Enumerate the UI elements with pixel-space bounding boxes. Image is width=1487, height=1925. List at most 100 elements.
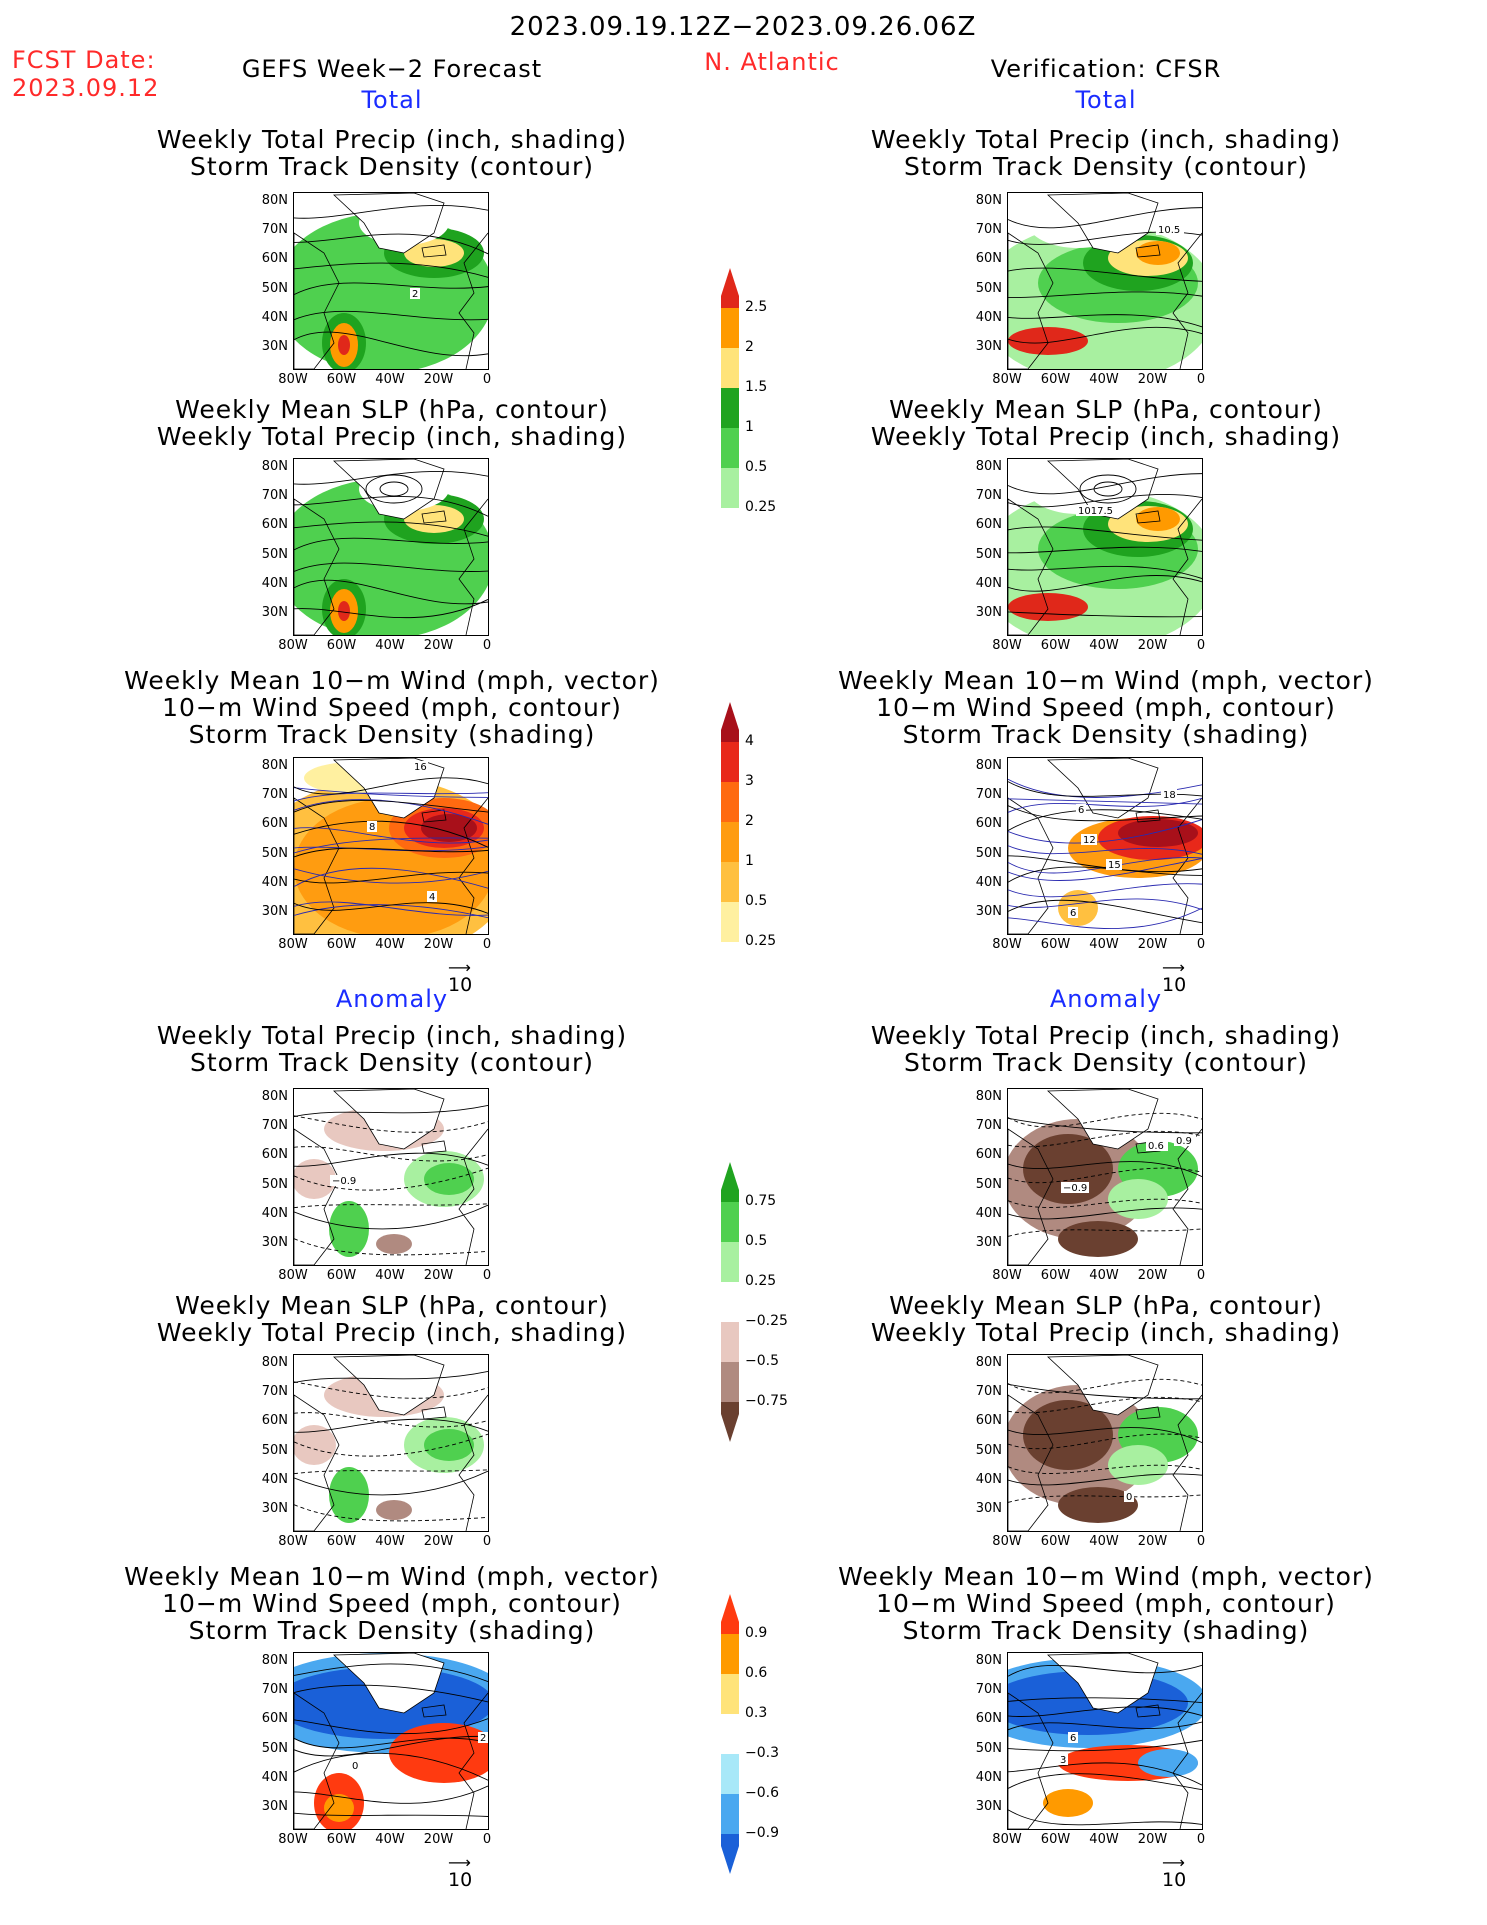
panel-title: Weekly Mean SLP (hPa, contour) Weekly Tot…	[157, 1292, 627, 1346]
lat-tick-label: 70N	[261, 1118, 288, 1134]
colorbar-segment	[721, 1242, 739, 1282]
colorbar-label: 0.25	[745, 1273, 777, 1289]
lon-tick-label: 60W	[326, 1832, 357, 1847]
lon-tick-label: 20W	[423, 638, 454, 653]
panel-title-line: Weekly Total Precip (inch, shading)	[870, 1318, 1342, 1347]
lat-tick-label: 60N	[261, 517, 288, 533]
colorbar-label: 2.5	[745, 299, 768, 315]
panel-title: Weekly Mean SLP (hPa, contour) Weekly Tot…	[157, 396, 627, 450]
colorbar-storm_anom	[721, 1594, 739, 1874]
map-image: 6 12 15 18 6	[1008, 758, 1202, 934]
colorbar-label: −0.75	[745, 1393, 788, 1409]
lat-tick-label: 40N	[261, 575, 288, 591]
colorbar-label: 0.25	[745, 933, 777, 949]
lat-tick-label: 80N	[975, 1089, 1002, 1104]
lat-tick-label: 70N	[261, 222, 288, 238]
lon-tick-label: 40W	[1089, 372, 1119, 387]
lon-tick-label: 0	[482, 638, 492, 653]
svg-text:16: 16	[414, 762, 427, 773]
colorbar-label: 2	[745, 813, 754, 829]
lon-tick-label: 40W	[375, 1534, 405, 1549]
lat-tick-label: 30N	[975, 339, 1002, 354]
lon-tick-label: 20W	[1137, 1534, 1168, 1549]
panel-title: Weekly Total Precip (inch, shading) Storm…	[871, 126, 1341, 180]
colorbar-label: 0.25	[745, 499, 777, 515]
lat-tick-label: 50N	[261, 1442, 288, 1458]
lat-tick-label: 80N	[261, 1355, 288, 1370]
colorbar-segment	[721, 468, 739, 508]
lon-tick-label: 60W	[326, 638, 357, 653]
map-image: 20	[294, 1653, 488, 1829]
lat-tick-label: 50N	[975, 1740, 1002, 1756]
lat-tick-label: 80N	[975, 758, 1002, 773]
svg-text:4: 4	[429, 892, 435, 903]
vector-reference-label: 10	[1162, 974, 1187, 996]
lat-tick-label: 60N	[261, 1147, 288, 1163]
lon-tick-label: 80W	[278, 372, 308, 387]
panel-title-line: Weekly Mean SLP (hPa, contour)	[889, 1291, 1323, 1320]
svg-text:−0.9: −0.9	[332, 1176, 356, 1187]
lon-tick-label: 80W	[278, 937, 308, 952]
lat-tick-label: 30N	[975, 605, 1002, 620]
lon-tick-label: 0	[482, 937, 492, 952]
lon-tick-label: 40W	[375, 937, 405, 952]
panel-title-line: Weekly Total Precip (inch, shading)	[156, 125, 628, 154]
colorbar-segment	[721, 1322, 739, 1362]
lon-tick-label: 40W	[375, 372, 405, 387]
lon-tick-label: 40W	[1089, 1268, 1119, 1283]
date-range: 2023.09.19.12Z−2023.09.26.06Z	[509, 12, 977, 42]
lon-tick-label: 60W	[1040, 937, 1071, 952]
lat-tick-label: 60N	[975, 1147, 1002, 1163]
map-panel: 2	[293, 192, 489, 370]
arrow-icon: ⟶	[448, 958, 471, 977]
colorbar-label: −0.25	[745, 1313, 788, 1329]
lon-tick-label: 40W	[1089, 937, 1119, 952]
lon-tick-label: 0	[482, 1268, 492, 1283]
svg-text:6: 6	[1070, 1733, 1076, 1744]
panel-title-line: Weekly Total Precip (inch, shading)	[870, 1021, 1342, 1050]
lat-tick-label: 70N	[975, 222, 1002, 238]
panel-title-line: Storm Track Density (shading)	[902, 720, 1310, 749]
region-name: N. Atlantic	[704, 48, 840, 76]
svg-text:10.5: 10.5	[1158, 225, 1180, 236]
panel-title-line: Weekly Mean SLP (hPa, contour)	[175, 1291, 609, 1320]
section-total-right: Total	[1075, 86, 1137, 114]
svg-text:15: 15	[1108, 860, 1121, 871]
lon-tick-label: 60W	[1040, 372, 1071, 387]
lat-tick-label: 30N	[261, 1235, 288, 1250]
map-image: 2	[294, 193, 488, 369]
lon-tick-label: 60W	[1040, 1832, 1071, 1847]
fcst-date-label: FCST Date:	[12, 46, 156, 74]
lat-tick-label: 70N	[975, 1118, 1002, 1134]
lat-tick-label: 80N	[261, 193, 288, 208]
panel-title-line: Storm Track Density (shading)	[188, 720, 596, 749]
lat-tick-label: 70N	[975, 1384, 1002, 1400]
lon-tick-label: 20W	[1137, 937, 1168, 952]
lat-tick-label: 40N	[975, 1205, 1002, 1221]
model-name: GEFS Week−2 Forecast	[241, 55, 543, 83]
lat-tick-label: 40N	[975, 1769, 1002, 1785]
vector-reference: ⟶ 10	[1162, 960, 1187, 997]
svg-text:18: 18	[1163, 790, 1176, 801]
panel-title-line: 10−m Wind Speed (mph, contour)	[162, 1589, 622, 1618]
lat-tick-label: 80N	[261, 1653, 288, 1668]
section-total-left: Total	[361, 86, 423, 114]
panel-title-line: Weekly Total Precip (inch, shading)	[156, 1318, 628, 1347]
colorbar-label: 0.9	[745, 1625, 768, 1641]
panel-title: Weekly Mean 10−m Wind (mph, vector) 10−m …	[838, 667, 1374, 748]
lat-tick-label: 50N	[975, 845, 1002, 861]
lon-tick-label: 80W	[992, 1268, 1022, 1283]
lat-tick-label: 30N	[975, 1501, 1002, 1516]
lat-tick-label: 80N	[975, 459, 1002, 474]
map-image: 0.6 0.9 −0.9	[1008, 1089, 1202, 1265]
panel-title-line: 10−m Wind Speed (mph, contour)	[876, 1589, 1336, 1618]
lon-tick-label: 20W	[1137, 1832, 1168, 1847]
colorbar-label: −0.5	[745, 1353, 779, 1369]
lon-tick-label: 0	[1196, 372, 1206, 387]
panel-title-line: Storm Track Density (contour)	[903, 152, 1309, 181]
map-image: 1017.5	[1008, 459, 1202, 635]
lat-tick-label: 70N	[261, 787, 288, 803]
map-panel: 10.5	[1007, 192, 1203, 370]
colorbar-segment	[721, 428, 739, 468]
